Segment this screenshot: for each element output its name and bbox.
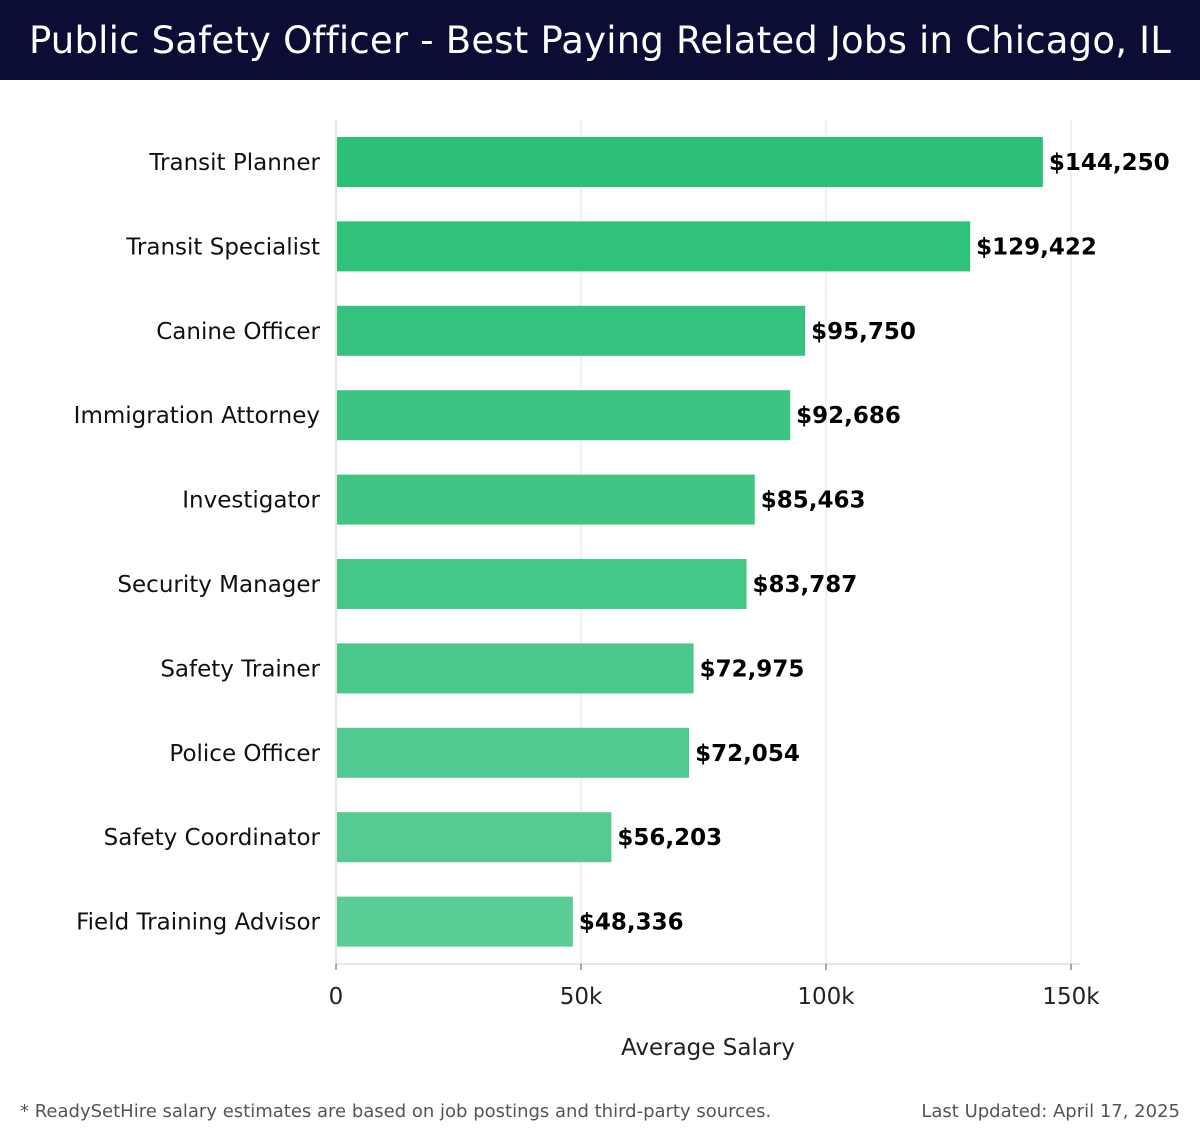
x-tick-label: 150k xyxy=(1042,984,1100,1010)
category-label: Police Officer xyxy=(169,741,320,767)
bar xyxy=(337,390,791,441)
value-label: $72,054 xyxy=(695,741,800,767)
category-label: Immigration Attorney xyxy=(74,403,320,429)
x-tick-label: 100k xyxy=(797,984,855,1010)
last-updated: Last Updated: April 17, 2025 xyxy=(921,1101,1180,1122)
x-axis-label: Average Salary xyxy=(621,1035,795,1061)
value-label: $85,463 xyxy=(761,488,866,514)
value-label: $92,686 xyxy=(796,403,901,429)
bar xyxy=(337,305,806,356)
x-tick-label: 50k xyxy=(560,984,603,1010)
footer-note: * ReadySetHire salary estimates are base… xyxy=(20,1101,772,1122)
x-tick-label: 0 xyxy=(329,984,344,1010)
chart-header: Public Safety Officer - Best Paying Rela… xyxy=(0,0,1200,80)
bar xyxy=(337,896,573,947)
bar xyxy=(337,727,690,778)
category-label: Transit Specialist xyxy=(125,234,320,260)
bar xyxy=(337,643,694,694)
category-label: Safety Trainer xyxy=(160,656,320,682)
category-label: Transit Planner xyxy=(148,150,320,176)
bar xyxy=(337,221,971,272)
category-label: Security Manager xyxy=(117,572,320,598)
bar xyxy=(337,474,755,525)
value-label: $95,750 xyxy=(811,319,916,345)
salary-bar-chart: Transit Planner Transit Specialist Canine … xyxy=(74,120,1170,1061)
value-label: $48,336 xyxy=(579,910,684,936)
category-label: Field Training Advisor xyxy=(76,910,320,936)
bar xyxy=(337,812,612,863)
value-label: $83,787 xyxy=(753,572,858,598)
bar xyxy=(337,137,1043,187)
value-label: $72,975 xyxy=(700,656,805,682)
x-axis-ticks: 0 50k 100k 150k xyxy=(329,964,1100,1010)
category-label: Canine Officer xyxy=(156,319,320,345)
bar xyxy=(337,559,747,609)
bars xyxy=(337,137,1043,947)
category-label: Investigator xyxy=(182,488,320,514)
chart-title: Public Safety Officer - Best Paying Rela… xyxy=(28,18,1172,62)
value-labels: $144,250 $129,422 $95,750 $92,686 $85,463 $83… xyxy=(579,150,1170,936)
value-label: $56,203 xyxy=(617,825,722,851)
value-label: $129,422 xyxy=(976,234,1097,260)
category-labels: Transit Planner Transit Specialist Canine … xyxy=(74,150,321,936)
category-label: Safety Coordinator xyxy=(104,825,321,851)
value-label: $144,250 xyxy=(1049,150,1170,176)
